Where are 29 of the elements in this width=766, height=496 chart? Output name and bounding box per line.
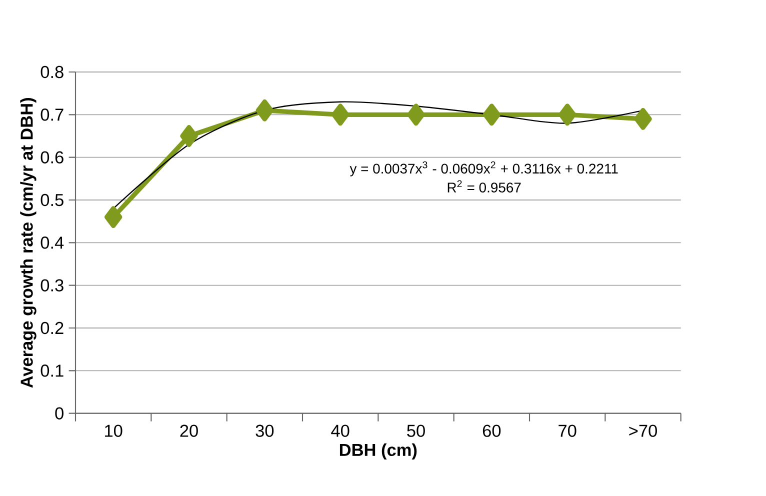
x-tick-label: 10 (105, 424, 122, 437)
point (407, 104, 425, 126)
x-tick-label: 60 (482, 424, 501, 437)
y-tick-label: 0.8 (40, 66, 64, 78)
y-tick-label: 0.6 (40, 151, 64, 164)
x-tick-label: 30 (256, 424, 274, 437)
point (180, 125, 198, 147)
point (482, 104, 500, 126)
x-tick-label: 40 (331, 424, 350, 437)
point (104, 206, 122, 228)
x-axis-title: DBH (cm) (340, 443, 417, 460)
point (558, 104, 576, 126)
x-tick-label: >70 (629, 424, 657, 437)
annotation: y = 0.0037x$^{3}$ - 0.0609x$^{2}$ + 0.3116x + 0.2211 (350, 161, 618, 176)
annotation: R$^{2}$ = 0.9567 (448, 180, 521, 192)
y-tick-label: 0.4 (40, 236, 64, 249)
point (634, 108, 652, 130)
y-tick-label: 0.7 (40, 108, 64, 121)
y-axis-title: Average growth rate (cm/yr at DBH) (20, 98, 36, 388)
x-tick-label: 70 (558, 424, 576, 437)
y-tick-label: 0.2 (40, 322, 64, 334)
point (332, 104, 350, 126)
y-tick-label: 0 (55, 407, 64, 420)
y-tick-label: 0.1 (40, 364, 64, 377)
y-tick-label: 0.3 (40, 279, 64, 292)
y-tick-label: 0.5 (40, 194, 64, 206)
x-tick-label: 20 (180, 424, 198, 437)
x-tick-label: 50 (407, 424, 425, 437)
point (256, 99, 274, 122)
